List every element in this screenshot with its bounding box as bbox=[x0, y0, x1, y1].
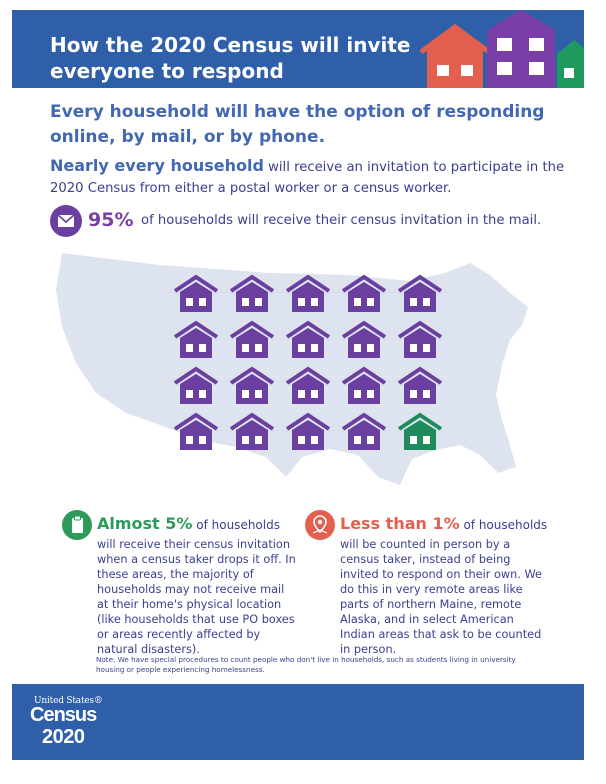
purple-house-icon bbox=[229, 412, 275, 450]
logo-year: 2020 bbox=[42, 726, 85, 748]
purple-house-icon bbox=[397, 320, 443, 358]
purple-house-icon bbox=[173, 366, 219, 404]
drop-off-heading-rest: of households bbox=[192, 518, 280, 532]
lead-statement: Every household will have the option of … bbox=[50, 102, 545, 147]
purple-house-icon bbox=[229, 320, 275, 358]
purple-house-icon bbox=[341, 366, 387, 404]
purple-house-icon bbox=[285, 320, 331, 358]
invitation-paragraph: Nearly every household will receive an i… bbox=[50, 155, 570, 199]
green-house-icon bbox=[557, 40, 584, 88]
us-map-with-houses bbox=[40, 245, 560, 500]
in-person-section: Less than 1% of households will be count… bbox=[305, 510, 565, 656]
drop-off-heading: Almost 5% of households bbox=[97, 514, 280, 533]
purple-house-icon bbox=[173, 274, 219, 312]
mail-text: of households will receive their census … bbox=[141, 213, 542, 228]
purple-house-icon bbox=[341, 274, 387, 312]
in-person-heading-rest: of households bbox=[459, 518, 548, 532]
house-grid bbox=[173, 274, 443, 450]
mail-stat-row: 95% of households will receive their cen… bbox=[50, 205, 580, 239]
logo-census: Census bbox=[30, 704, 97, 726]
footer-banner: United States® Census 2020 bbox=[12, 684, 584, 760]
purple-house-icon bbox=[229, 274, 275, 312]
in-person-body: will be counted in person by a census ta… bbox=[340, 538, 542, 656]
red-house-icon bbox=[419, 23, 491, 88]
purple-house-icon bbox=[173, 320, 219, 358]
purple-house-icon bbox=[397, 366, 443, 404]
purple-house-icon bbox=[285, 366, 331, 404]
logo-united-states: United States® bbox=[34, 696, 103, 706]
page-title: How the 2020 Census will invite everyone… bbox=[50, 33, 411, 83]
footnote: Note: We have special procedures to coun… bbox=[96, 655, 516, 674]
purple-house-icon bbox=[285, 412, 331, 450]
mail-percent: 95% bbox=[88, 209, 134, 231]
nearly-every-household-label: Nearly every household bbox=[50, 156, 264, 175]
in-person-heading: Less than 1% of households bbox=[340, 514, 547, 533]
purple-house-icon bbox=[487, 10, 555, 88]
purple-house-icon bbox=[285, 274, 331, 312]
location-pin-icon bbox=[305, 510, 335, 540]
in-person-percent: Less than 1% bbox=[340, 514, 460, 533]
drop-off-percent: Almost 5% bbox=[97, 514, 193, 533]
drop-off-body: will receive their census invitation whe… bbox=[97, 538, 296, 656]
green-house-icon bbox=[397, 412, 443, 450]
invitation-text: will receive an invitation to participat… bbox=[50, 160, 565, 196]
purple-house-icon bbox=[341, 412, 387, 450]
clipboard-icon bbox=[62, 510, 92, 540]
purple-house-icon bbox=[341, 320, 387, 358]
houses-illustration bbox=[419, 10, 584, 88]
purple-house-icon bbox=[173, 412, 219, 450]
purple-house-icon bbox=[229, 366, 275, 404]
drop-off-section: Almost 5% of households will receive the… bbox=[62, 510, 302, 656]
header-banner: How the 2020 Census will invite everyone… bbox=[12, 10, 584, 88]
purple-house-icon bbox=[397, 274, 443, 312]
envelope-icon bbox=[50, 205, 82, 237]
